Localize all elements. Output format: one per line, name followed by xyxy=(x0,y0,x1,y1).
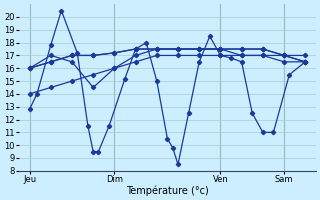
X-axis label: Température (°c): Température (°c) xyxy=(126,185,209,196)
